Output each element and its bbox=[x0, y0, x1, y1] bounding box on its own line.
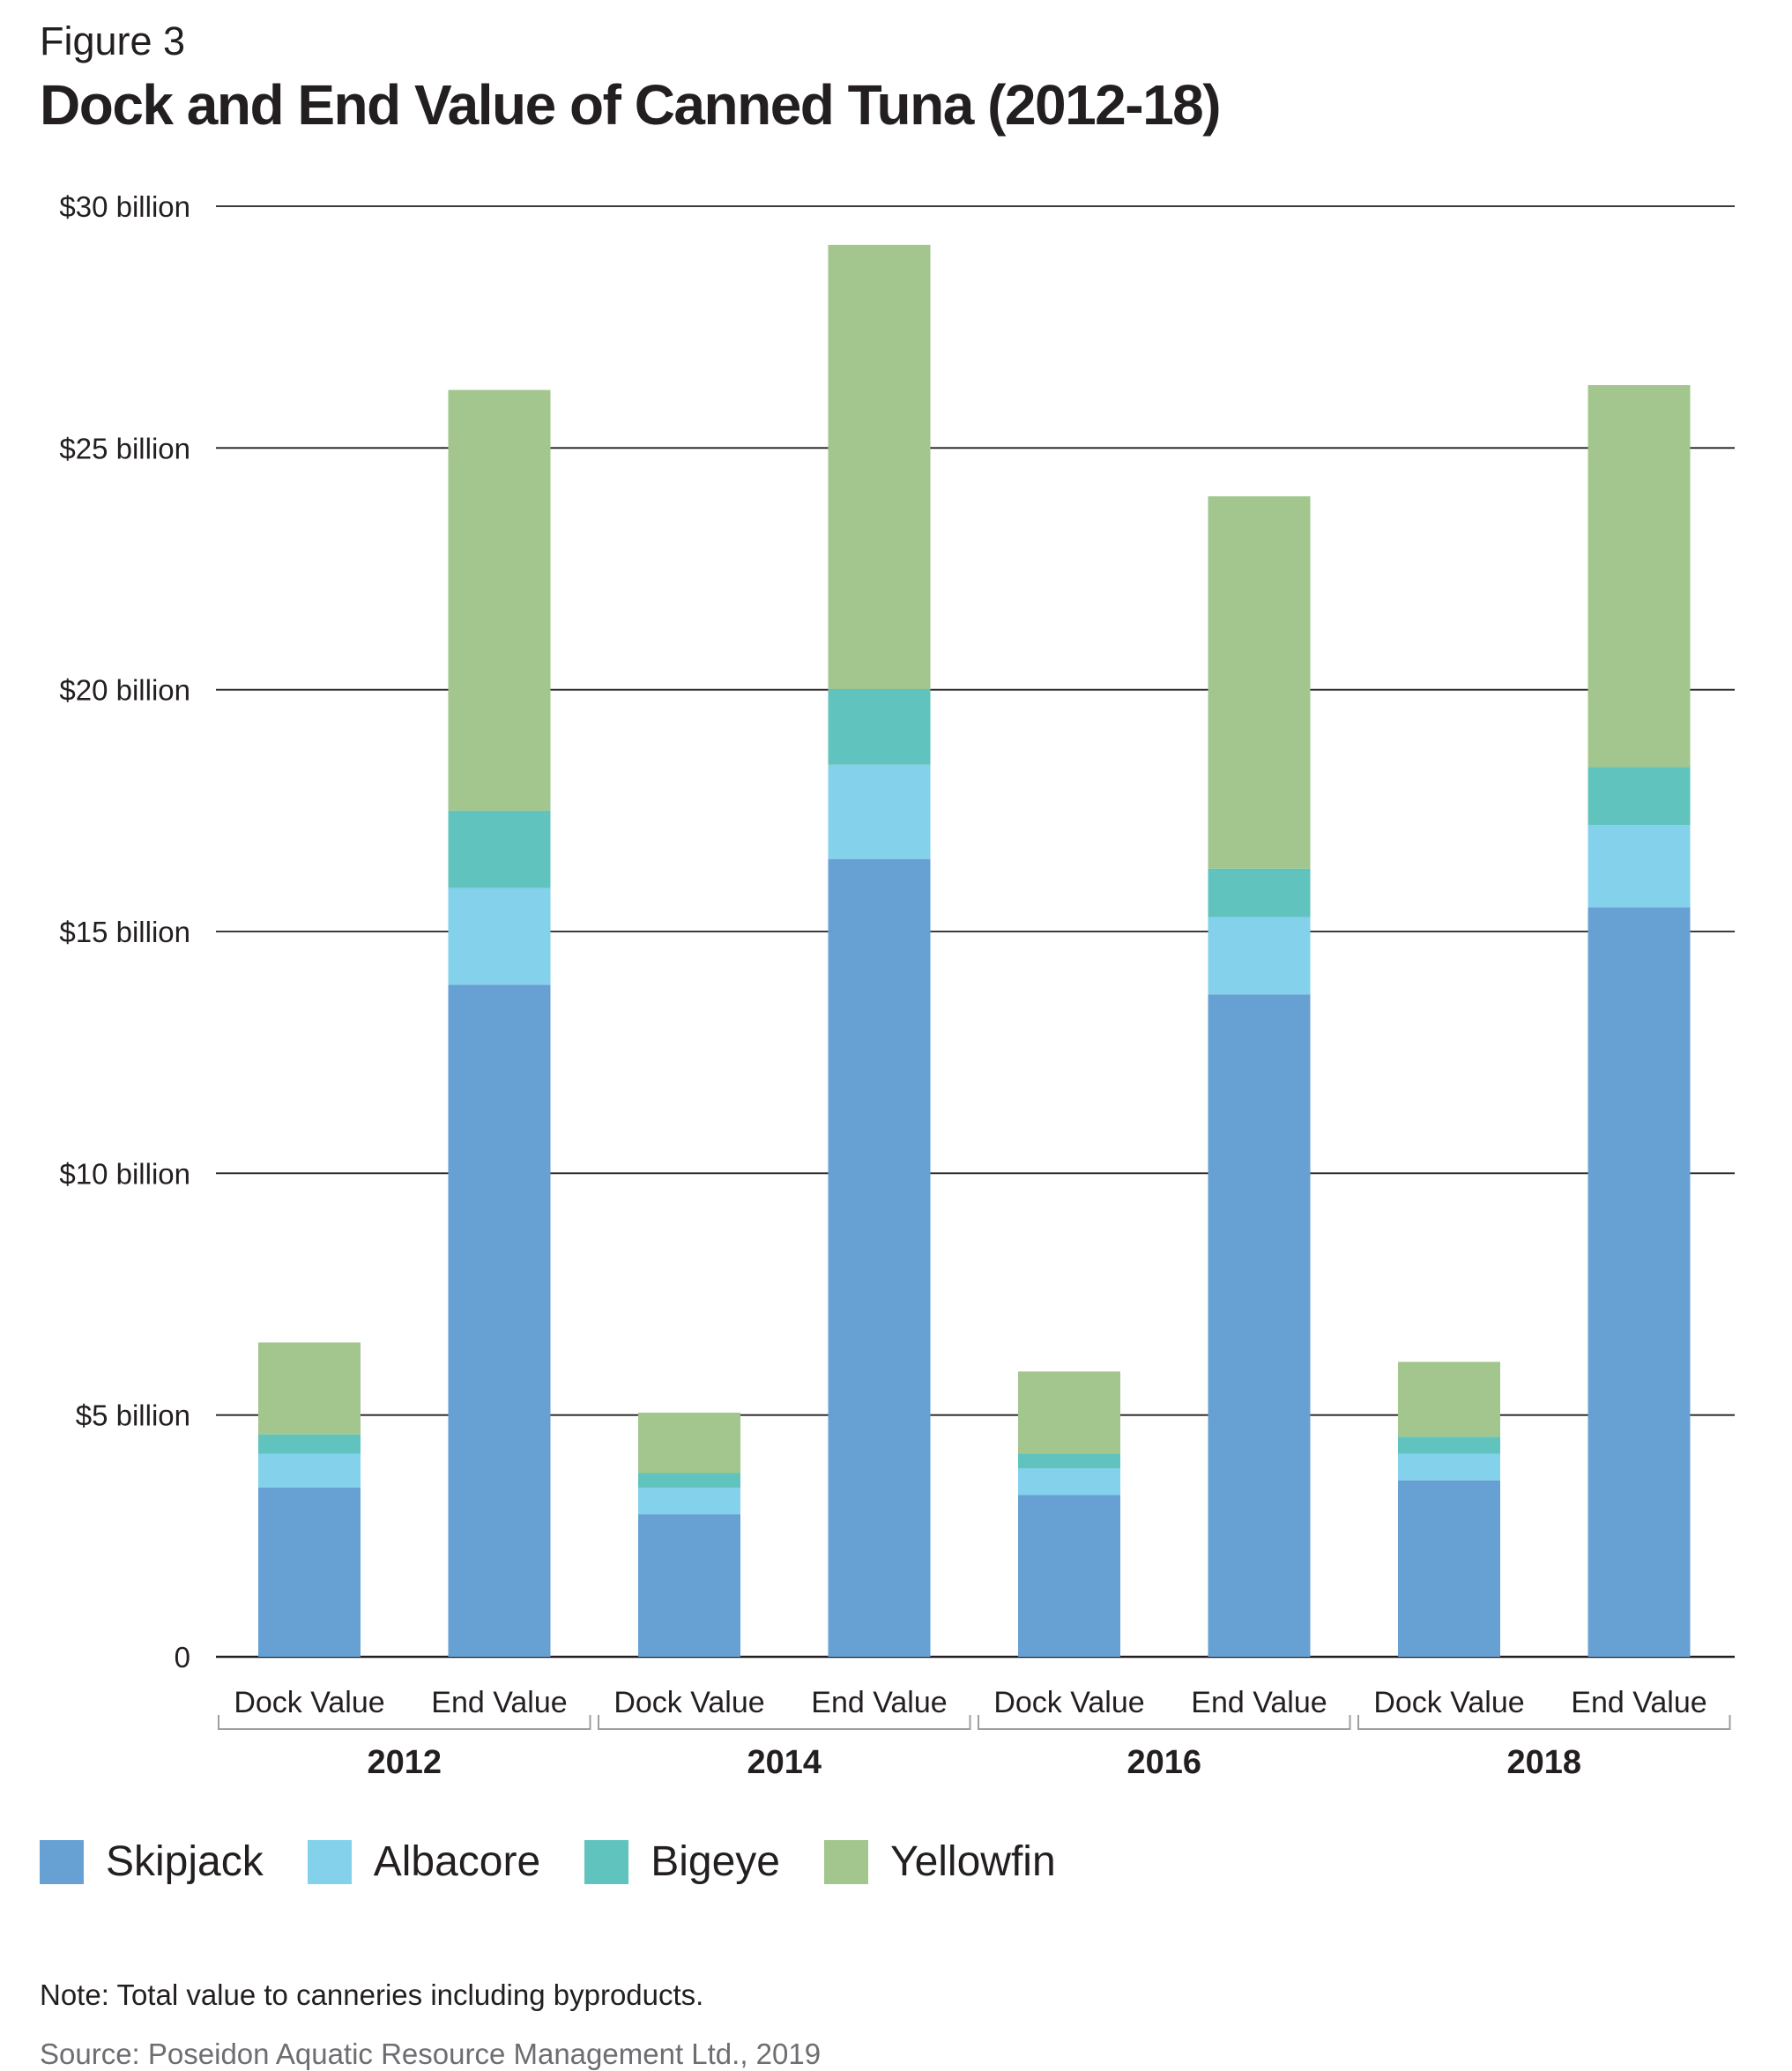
bars bbox=[258, 244, 1691, 1657]
bar-2012-dock-value-bigeye bbox=[258, 1434, 361, 1454]
y-tick-label-20: $20 billion bbox=[59, 674, 190, 707]
bar-2012-end-value-bigeye bbox=[448, 810, 551, 888]
bar-2016-dock-value-bigeye bbox=[1018, 1453, 1120, 1469]
y-tick-label-15: $15 billion bbox=[59, 916, 190, 948]
legend-swatch-bigeye bbox=[584, 1839, 629, 1884]
x-group-label-2012: 2012 bbox=[367, 1744, 442, 1781]
bar-2012-dock-value-yellowfin bbox=[258, 1342, 361, 1435]
bar-2016-end-value-skipjack bbox=[1208, 994, 1311, 1657]
bar-2016-end-value-albacore bbox=[1208, 917, 1311, 995]
bar-2016-dock-value-albacore bbox=[1018, 1468, 1120, 1496]
bar-2018-dock-value-yellowfin bbox=[1398, 1362, 1500, 1437]
x-axis-group-labels: 2012 2014 2016 2018 bbox=[218, 1715, 1731, 1781]
legend-label-yellowfin: Yellowfin bbox=[889, 1838, 1056, 1885]
bar-2016-dock-value-skipjack bbox=[1018, 1495, 1120, 1657]
legend-swatch-yellowfin bbox=[823, 1839, 868, 1884]
bar-2018-dock-value-albacore bbox=[1398, 1453, 1500, 1481]
bar-2018-end-value-bigeye bbox=[1588, 767, 1691, 826]
legend-label-skipjack: Skipjack bbox=[106, 1838, 264, 1885]
bar-2014-end-value-yellowfin bbox=[828, 244, 931, 690]
group-bracket-2012 bbox=[218, 1715, 591, 1730]
chart-note: Note: Total value to canneries including… bbox=[40, 1978, 704, 2011]
bar-2016-end-value-yellowfin bbox=[1208, 496, 1311, 869]
y-tick-label-30: $30 billion bbox=[59, 190, 190, 223]
bar-2016-dock-value-yellowfin bbox=[1018, 1371, 1120, 1454]
x-axis-category-labels: Dock Value End Value Dock Value End Value Do… bbox=[234, 1686, 1706, 1719]
figure-label: Figure 3 bbox=[40, 19, 186, 63]
stacked-bar-chart: 0 $5 billion $10 billion $15 billion $20 bil… bbox=[59, 190, 1735, 1781]
chart-source: Source: Poseidon Aquatic Resource Manage… bbox=[40, 2038, 822, 2070]
legend-label-bigeye: Bigeye bbox=[651, 1838, 780, 1885]
gridlines bbox=[216, 205, 1735, 1659]
legend-item-yellowfin: Yellowfin bbox=[823, 1837, 1056, 1886]
x-category-label-2018-end-value: End Value bbox=[1571, 1686, 1706, 1719]
bar-2014-end-value-skipjack bbox=[828, 858, 931, 1657]
legend: Skipjack Albacore Bigeye Yellowfin bbox=[40, 1837, 1100, 1886]
x-category-label-2012-end-value: End Value bbox=[431, 1686, 567, 1719]
group-bracket-2014 bbox=[598, 1715, 971, 1730]
chart-title: Dock and End Value of Canned Tuna (2012-… bbox=[40, 73, 1222, 137]
group-bracket-2016 bbox=[978, 1715, 1351, 1730]
group-bracket-2018 bbox=[1357, 1715, 1731, 1730]
bar-2014-dock-value-yellowfin bbox=[638, 1412, 740, 1473]
bar-2014-end-value-albacore bbox=[828, 764, 931, 859]
bar-2018-end-value-skipjack bbox=[1588, 907, 1691, 1657]
bar-2012-end-value-yellowfin bbox=[448, 390, 551, 811]
bar-2012-dock-value-skipjack bbox=[258, 1487, 361, 1657]
bar-2012-dock-value-albacore bbox=[258, 1453, 361, 1488]
x-category-label-2014-dock-value: Dock Value bbox=[613, 1686, 764, 1719]
bar-2018-end-value-albacore bbox=[1588, 825, 1691, 908]
bar-2018-end-value-yellowfin bbox=[1588, 385, 1691, 768]
bar-2014-dock-value-bigeye bbox=[638, 1473, 740, 1488]
legend-item-bigeye: Bigeye bbox=[584, 1837, 780, 1886]
y-axis-tick-labels: 0 $5 billion $10 billion $15 billion $20 bil… bbox=[59, 190, 190, 1674]
x-category-label-2012-dock-value: Dock Value bbox=[234, 1686, 384, 1719]
x-group-label-2016: 2016 bbox=[1127, 1744, 1201, 1781]
bar-2018-dock-value-bigeye bbox=[1398, 1436, 1500, 1454]
bar-2014-dock-value-albacore bbox=[638, 1487, 740, 1515]
bar-2016-end-value-bigeye bbox=[1208, 868, 1311, 917]
x-group-label-2014: 2014 bbox=[747, 1744, 822, 1781]
bar-2012-end-value-skipjack bbox=[448, 984, 551, 1657]
legend-swatch-skipjack bbox=[40, 1839, 84, 1884]
x-category-label-2018-dock-value: Dock Value bbox=[1373, 1686, 1524, 1719]
x-category-label-2016-dock-value: Dock Value bbox=[993, 1686, 1144, 1719]
legend-label-albacore: Albacore bbox=[373, 1838, 541, 1885]
bar-2018-dock-value-skipjack bbox=[1398, 1480, 1500, 1657]
x-category-label-2016-end-value: End Value bbox=[1191, 1686, 1327, 1719]
bar-2014-dock-value-skipjack bbox=[638, 1514, 740, 1657]
legend-item-skipjack: Skipjack bbox=[40, 1837, 264, 1886]
bar-2014-end-value-bigeye bbox=[828, 689, 931, 765]
x-group-label-2018: 2018 bbox=[1506, 1744, 1581, 1781]
legend-swatch-albacore bbox=[307, 1839, 352, 1884]
bar-2012-end-value-albacore bbox=[448, 887, 551, 985]
y-tick-label-5: $5 billion bbox=[76, 1399, 190, 1432]
y-tick-label-10: $10 billion bbox=[59, 1157, 190, 1190]
x-category-label-2014-end-value: End Value bbox=[811, 1686, 947, 1719]
y-tick-label-25: $25 billion bbox=[59, 432, 190, 464]
y-tick-label-0: 0 bbox=[175, 1641, 190, 1674]
legend-item-albacore: Albacore bbox=[307, 1837, 541, 1886]
